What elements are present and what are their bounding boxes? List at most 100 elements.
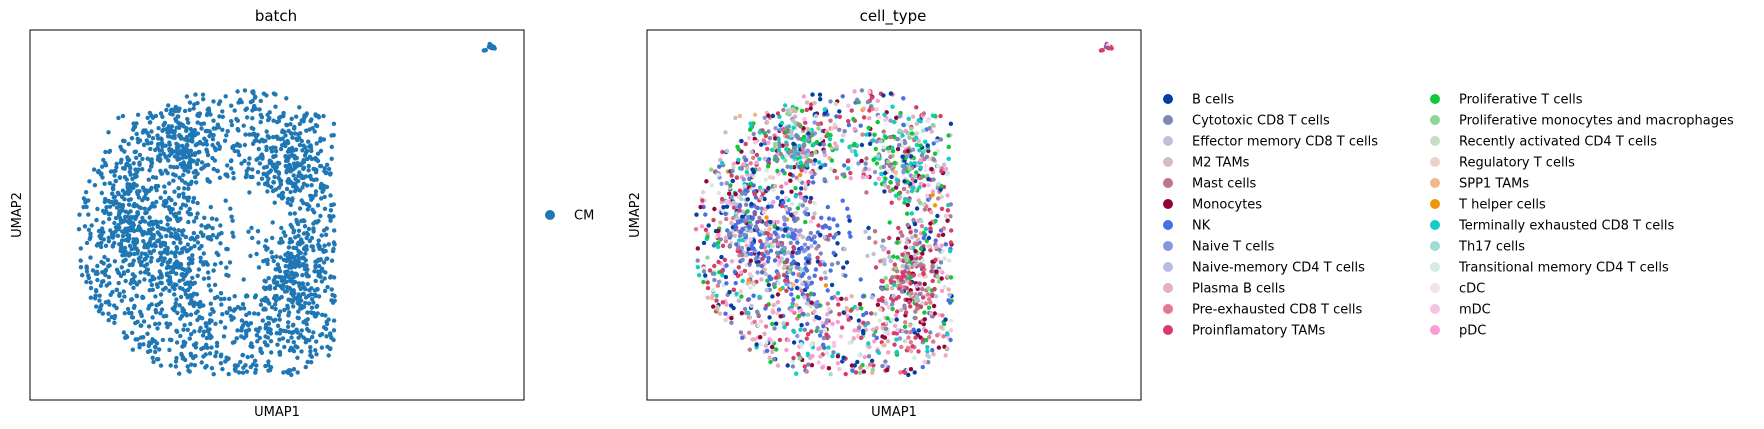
scatter-point [745, 281, 750, 286]
scatter-point [253, 367, 258, 373]
scatter-point [831, 350, 836, 355]
scatter-point [882, 189, 887, 194]
scatter-point [866, 125, 871, 131]
scatter-point [925, 345, 930, 350]
scatter-point [176, 114, 181, 119]
scatter-point [158, 111, 164, 116]
scatter-point [163, 155, 169, 160]
scatter-point [319, 196, 324, 201]
scatter-point [304, 235, 309, 241]
scatter-point [748, 285, 753, 290]
scatter-point [130, 315, 136, 320]
scatter-point [908, 254, 914, 260]
scatter-point [720, 196, 725, 202]
scatter-point [908, 230, 913, 235]
scatter-point [119, 265, 125, 270]
scatter-point [116, 227, 121, 232]
scatter-point [701, 279, 706, 285]
scatter-point [767, 274, 772, 279]
legend-label: Regulatory T cells [1459, 156, 1575, 171]
scatter-point [84, 269, 90, 274]
scatter-point [281, 195, 286, 200]
scatter-point [779, 227, 784, 232]
scatter-point [832, 122, 837, 127]
scatter-point [293, 344, 298, 349]
scatter-point [856, 325, 862, 330]
scatter-point [777, 114, 782, 120]
scatter-point [864, 310, 869, 316]
scatter-point [795, 216, 800, 221]
scatter-point [147, 242, 152, 247]
scatter-point [822, 111, 827, 116]
scatter-point [946, 287, 951, 292]
scatter-point [240, 302, 246, 307]
scatter-point [250, 116, 255, 121]
scatter-point [809, 363, 815, 368]
scatter-point [848, 170, 853, 176]
scatter-point [231, 308, 236, 313]
scatter-point [128, 197, 133, 202]
scatter-point [307, 338, 312, 343]
scatter-point [168, 125, 173, 130]
scatter-point [125, 306, 131, 312]
scatter-point [164, 215, 170, 220]
scatter-point [855, 97, 860, 103]
scatter-point [785, 234, 791, 239]
scatter-point [754, 152, 760, 158]
scatter-point [165, 251, 170, 256]
scatter-point [772, 238, 777, 244]
scatter-point [94, 217, 99, 223]
scatter-point [806, 362, 811, 367]
scatter-point [210, 233, 216, 238]
scatter-point [278, 137, 283, 142]
scatter-point [250, 344, 255, 349]
scatter-point [117, 175, 123, 180]
scatter-point [205, 107, 210, 112]
scatter-point [304, 111, 309, 116]
scatter-point [746, 297, 752, 302]
scatter-point [198, 259, 204, 264]
scatter-point [167, 153, 172, 158]
scatter-point [147, 215, 152, 220]
scatter-point [93, 271, 99, 276]
scatter-point [322, 169, 327, 174]
scatter-point [282, 307, 287, 313]
scatter-point [288, 202, 293, 208]
scatter-point [296, 228, 302, 233]
scatter-point [321, 113, 326, 119]
scatter-point [895, 137, 900, 142]
scatter-point [792, 310, 797, 316]
scatter-point [798, 172, 803, 178]
scatter-point [187, 301, 193, 306]
scatter-point [259, 298, 264, 303]
scatter-point [214, 340, 220, 346]
scatter-point [238, 359, 243, 365]
scatter-point [926, 292, 931, 297]
scatter-point [905, 153, 910, 158]
scatter-point [92, 183, 98, 188]
scatter-point [823, 283, 829, 288]
scatter-point [730, 178, 735, 184]
scatter-point [947, 292, 952, 298]
scatter-point [705, 255, 710, 260]
plot-frame-batch [29, 29, 525, 401]
scatter-point [878, 307, 883, 312]
scatter-point [859, 88, 865, 93]
scatter-point [150, 226, 155, 232]
scatter-point [740, 335, 745, 340]
scatter-point [874, 335, 879, 341]
scatter-point [186, 281, 191, 287]
scatter-point [107, 148, 113, 154]
scatter-point [738, 330, 744, 335]
scatter-point [737, 233, 743, 239]
scatter-point [883, 276, 888, 281]
scatter-point [310, 334, 315, 340]
scatter-point [230, 218, 235, 223]
scatter-point [872, 132, 877, 137]
scatter-point [889, 200, 894, 205]
scatter-point [201, 354, 206, 359]
scatter-point [816, 360, 821, 365]
scatter-point [771, 188, 776, 193]
scatter-point [202, 136, 207, 141]
scatter-point [177, 278, 182, 284]
